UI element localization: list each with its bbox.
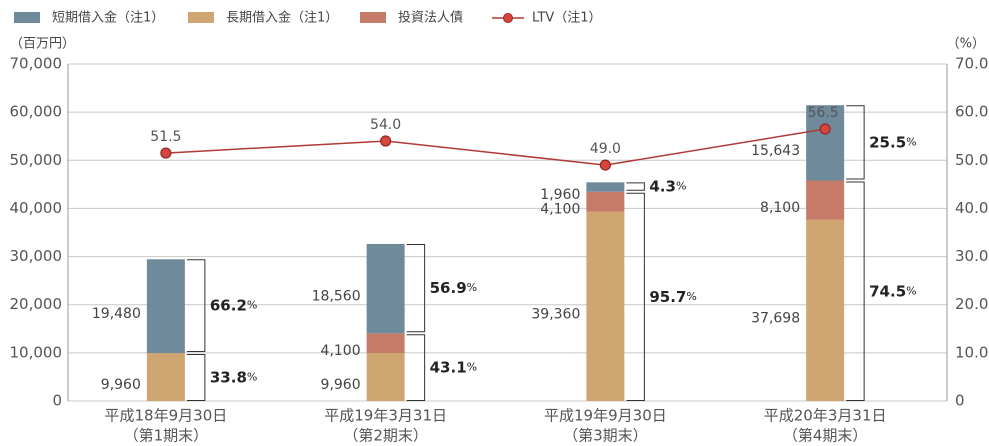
legend-swatch bbox=[14, 12, 40, 23]
bar-segment bbox=[366, 333, 405, 354]
y2-tick-label: 60.0 bbox=[955, 103, 988, 121]
y2-tick-label: 50.0 bbox=[955, 151, 988, 169]
x-tick-sublabel: （第2期末） bbox=[343, 427, 428, 445]
bar-segment bbox=[146, 259, 185, 354]
legend-marker bbox=[503, 13, 513, 23]
share-bracket bbox=[626, 192, 645, 401]
y2-tick-label: 70.0 bbox=[955, 55, 988, 73]
share-bracket bbox=[846, 181, 865, 401]
share-unit: % bbox=[686, 290, 696, 303]
y-tick-label: 50,000 bbox=[10, 151, 63, 169]
bar-value-label: 39,360 bbox=[531, 306, 580, 322]
x-tick-label: 平成19年3月31日 bbox=[324, 407, 447, 425]
x-tick-sublabel: （第3期末） bbox=[563, 427, 648, 445]
ltv-value-label: 51.5 bbox=[150, 129, 181, 145]
ltv-point bbox=[599, 159, 611, 171]
bar-value-label: 8,100 bbox=[760, 200, 800, 216]
share-label: 74.5% bbox=[869, 282, 916, 300]
y-tick-label: 70,000 bbox=[10, 55, 63, 73]
share-label: 56.9% bbox=[430, 279, 477, 297]
share-bracket bbox=[626, 182, 645, 191]
share-unit: % bbox=[467, 361, 477, 374]
share-label: 66.2% bbox=[210, 296, 257, 314]
ltv-point bbox=[380, 135, 392, 147]
bar-segment bbox=[586, 211, 625, 401]
bar-value-label: 15,643 bbox=[751, 143, 800, 159]
bar-segment bbox=[806, 105, 845, 181]
legend-swatch bbox=[360, 12, 386, 23]
ltv-point bbox=[160, 147, 172, 159]
share-value: 33.8 bbox=[210, 368, 247, 386]
y2-tick-label: 20.0 bbox=[955, 295, 988, 313]
share-value: 95.7 bbox=[649, 287, 686, 305]
bar-value-label: 9,960 bbox=[101, 377, 141, 393]
share-label: 43.1% bbox=[430, 358, 477, 376]
bar-segment bbox=[586, 182, 625, 192]
bar-segment bbox=[366, 353, 405, 401]
share-value: 56.9 bbox=[430, 279, 467, 297]
ltv-point bbox=[819, 123, 831, 135]
share-bracket bbox=[846, 105, 865, 180]
y-tick-label: 40,000 bbox=[10, 199, 63, 217]
legend-swatch bbox=[188, 12, 214, 23]
share-unit: % bbox=[467, 281, 477, 294]
share-label: 4.3% bbox=[649, 177, 686, 195]
ltv-value-label: 49.0 bbox=[590, 141, 621, 157]
share-bracket bbox=[186, 354, 206, 401]
bar-segment bbox=[366, 243, 405, 334]
x-tick-label: 平成20年3月31日 bbox=[764, 407, 887, 425]
bar-value-label: 37,698 bbox=[751, 310, 800, 326]
share-label: 25.5% bbox=[869, 133, 916, 151]
legend-label: 投資法人債 bbox=[398, 10, 463, 26]
y-tick-label: 20,000 bbox=[10, 295, 63, 313]
ltv-value-label: 54.0 bbox=[370, 117, 401, 133]
share-unit: % bbox=[247, 371, 257, 384]
legend-label: 短期借入金（注1） bbox=[52, 10, 164, 26]
y2-tick-label: 40.0 bbox=[955, 199, 988, 217]
share-label: 95.7% bbox=[649, 287, 696, 305]
bar-value-label: 19,480 bbox=[92, 306, 141, 322]
ltv-value-label: 56.5 bbox=[808, 105, 839, 121]
legend-label: LTV（注1） bbox=[532, 11, 602, 26]
bar-segment bbox=[586, 191, 625, 212]
share-unit: % bbox=[906, 284, 916, 297]
y2-tick-label: 30.0 bbox=[955, 247, 988, 265]
ltv-line bbox=[165, 128, 826, 166]
x-tick-label: 平成19年9月30日 bbox=[544, 407, 667, 425]
share-bracket bbox=[406, 243, 426, 333]
share-unit: % bbox=[247, 299, 257, 312]
y-tick-label: 30,000 bbox=[10, 247, 63, 265]
x-tick-sublabel: （第1期末） bbox=[124, 427, 209, 445]
y2-axis-label: （%） bbox=[947, 37, 985, 52]
x-tick-sublabel: （第4期末） bbox=[783, 427, 868, 445]
bar-value-label: 4,100 bbox=[540, 202, 580, 218]
share-value: 74.5 bbox=[869, 282, 906, 300]
share-value: 4.3 bbox=[649, 177, 676, 195]
share-label: 33.8% bbox=[210, 368, 257, 386]
bar-value-label: 1,960 bbox=[540, 187, 580, 203]
share-unit: % bbox=[676, 180, 686, 193]
share-value: 43.1 bbox=[430, 358, 467, 376]
bar-segment bbox=[146, 353, 185, 401]
y-tick-label: 10,000 bbox=[10, 343, 63, 361]
share-bracket bbox=[186, 259, 206, 353]
bar-segment bbox=[806, 219, 845, 401]
y-axis-label: （百万円） bbox=[10, 37, 75, 52]
y2-tick-label: 10.0 bbox=[955, 343, 988, 361]
y2-tick-label: 0 bbox=[955, 392, 965, 410]
share-bracket bbox=[406, 334, 426, 401]
share-value: 66.2 bbox=[210, 296, 247, 314]
share-value: 25.5 bbox=[869, 133, 906, 151]
bar-value-label: 9,960 bbox=[321, 377, 361, 393]
y-tick-label: 0 bbox=[52, 392, 62, 410]
bar-value-label: 18,560 bbox=[312, 289, 361, 305]
share-unit: % bbox=[906, 135, 916, 148]
bar-value-label: 4,100 bbox=[321, 343, 361, 359]
legend-label: 長期借入金（注1） bbox=[226, 10, 338, 26]
y-tick-label: 60,000 bbox=[10, 103, 63, 121]
bar-segment bbox=[806, 180, 845, 220]
x-tick-label: 平成18年9月30日 bbox=[105, 407, 228, 425]
